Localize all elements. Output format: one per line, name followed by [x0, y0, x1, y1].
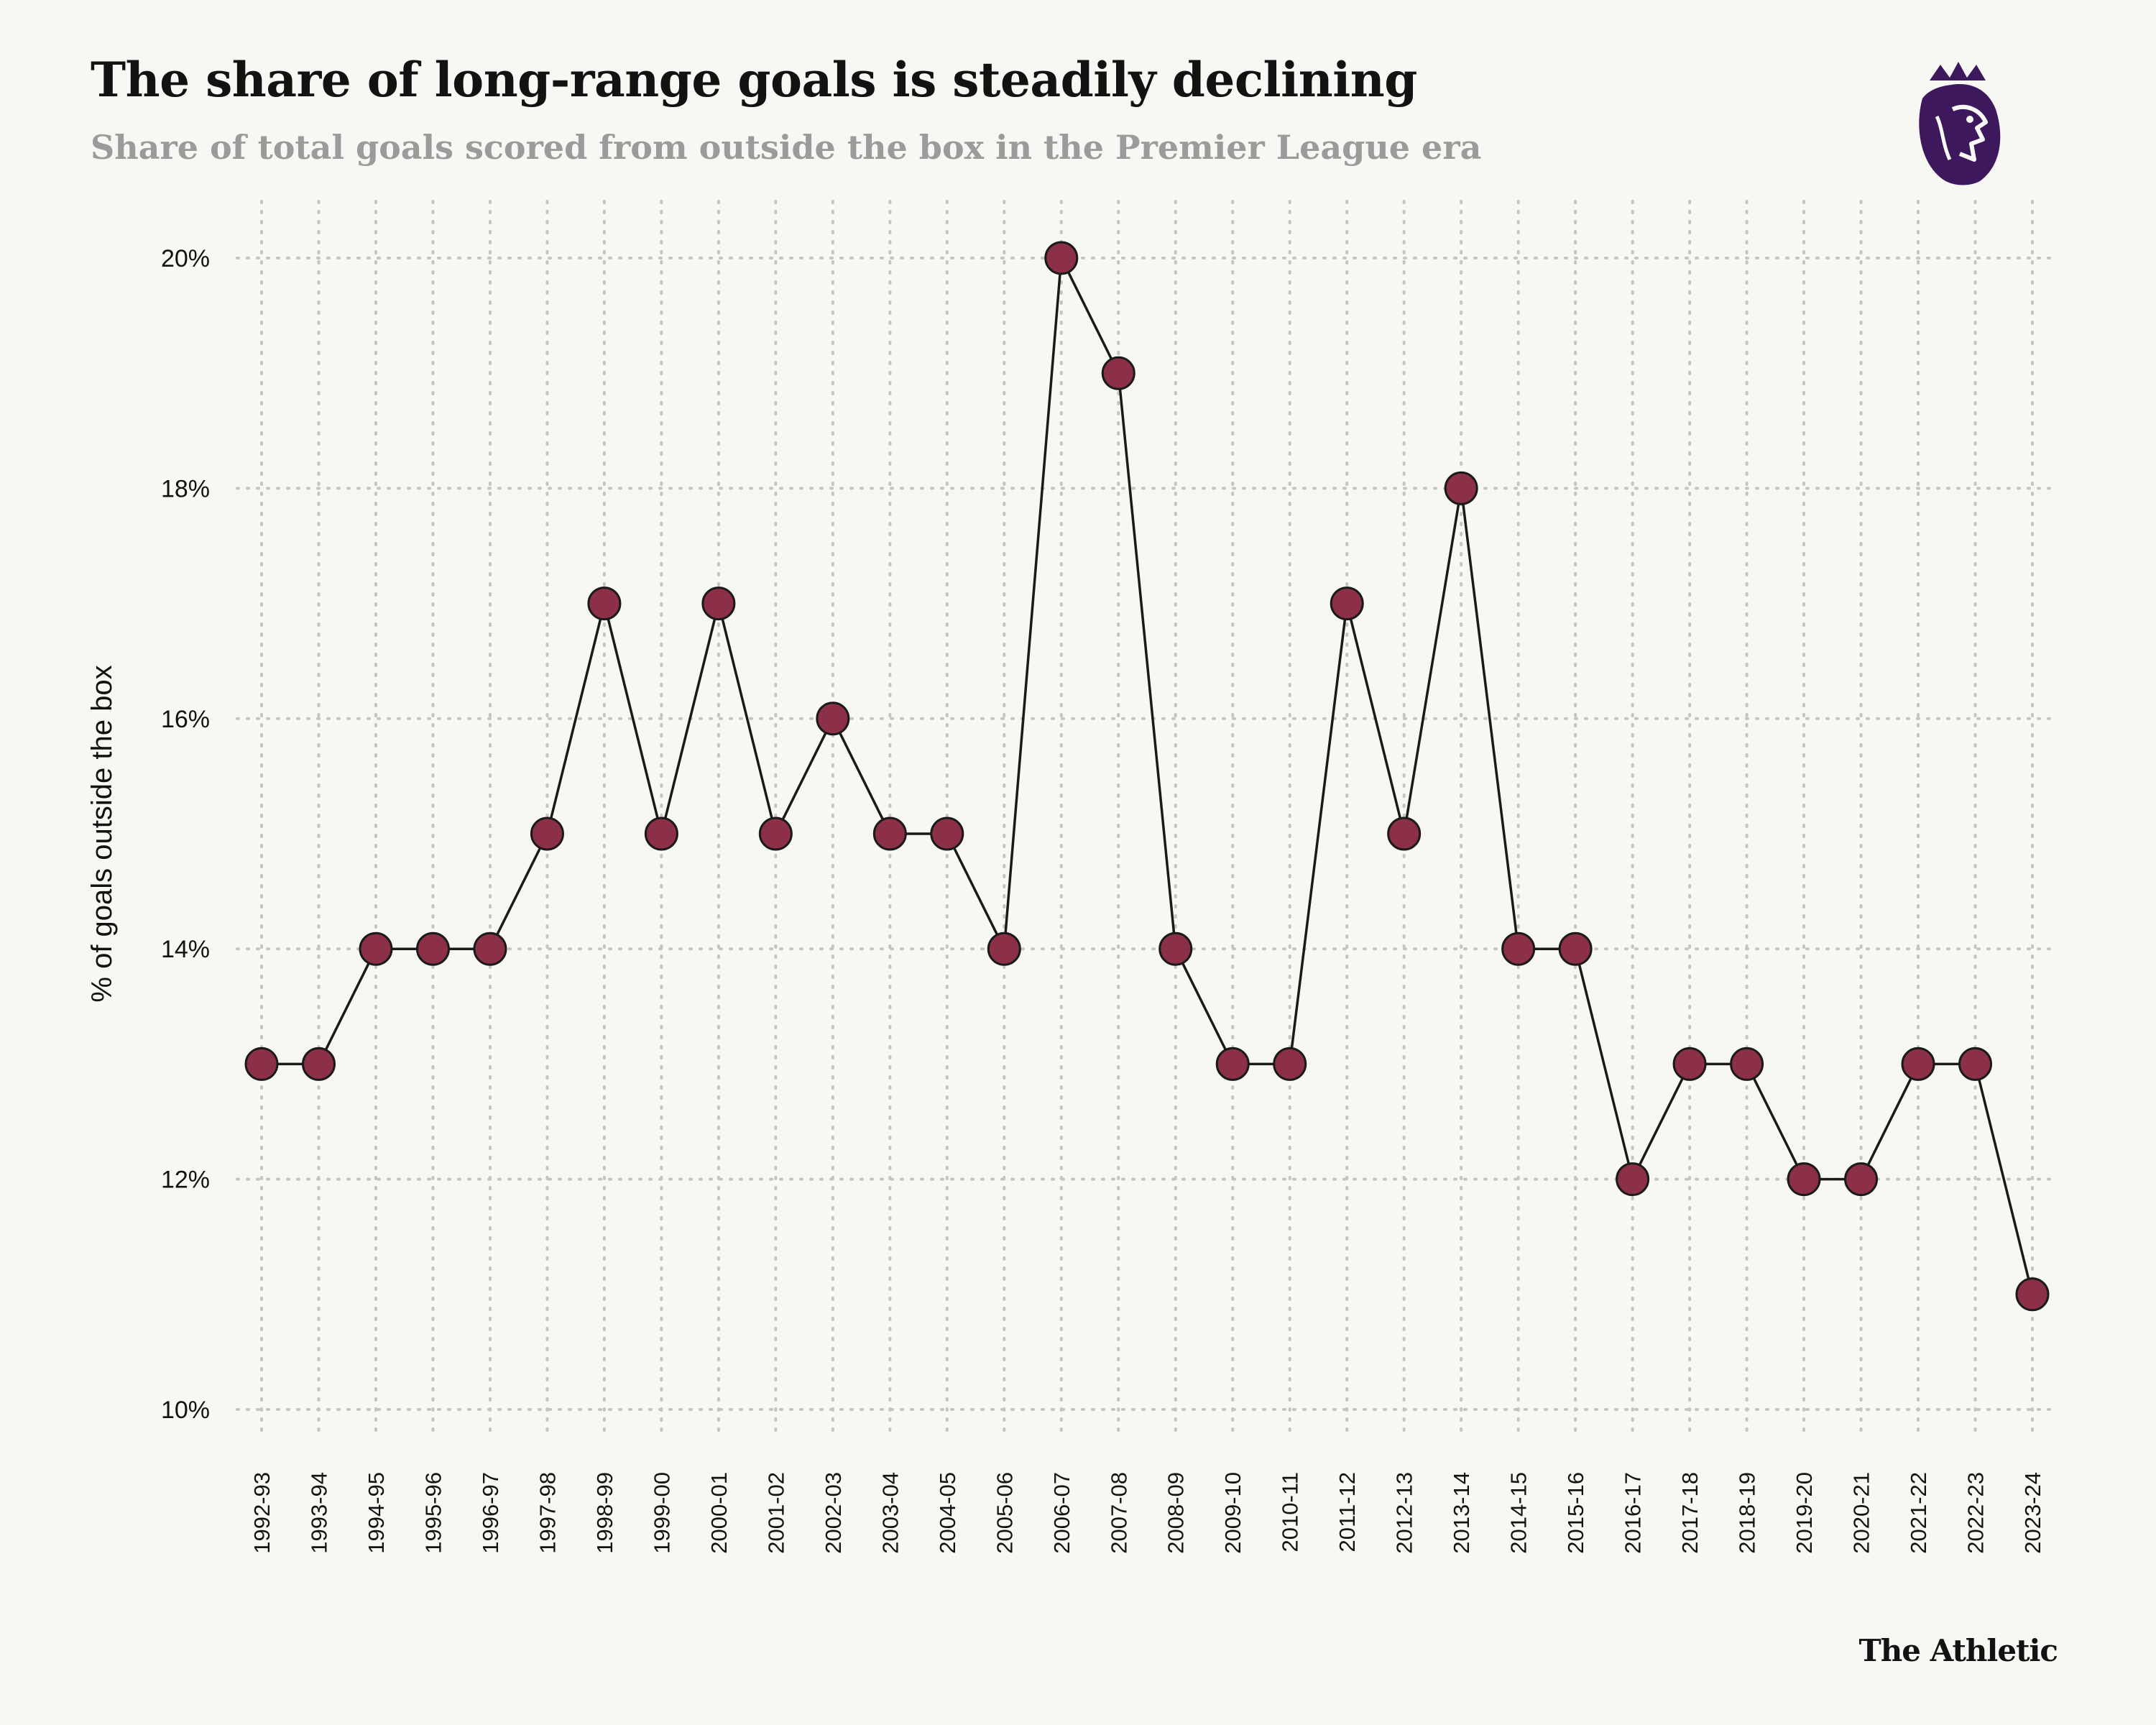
y-tick-label: 20%: [161, 245, 210, 272]
chart-title: The share of long-range goals is steadil…: [91, 52, 1417, 108]
x-tick-label: 1997-98: [535, 1472, 560, 1554]
x-tick-label: 2020-21: [1849, 1472, 1874, 1554]
data-point: [1672, 1046, 1707, 1081]
data-point: [1158, 932, 1193, 966]
x-tick-label: 2005-06: [992, 1472, 1017, 1554]
x-tick-label: 2006-07: [1049, 1472, 1074, 1554]
data-point: [816, 702, 850, 736]
data-point: [301, 1046, 336, 1081]
data-point: [587, 586, 622, 621]
chart-grid: [236, 200, 2057, 1439]
data-point: [2015, 1277, 2050, 1312]
x-tick-label: 2011-12: [1335, 1472, 1360, 1552]
data-point: [644, 816, 678, 851]
x-tick-label: 1994-95: [364, 1472, 389, 1554]
data-point: [1558, 932, 1593, 966]
data-point: [1787, 1162, 1821, 1197]
data-point: [1330, 586, 1364, 621]
data-point: [415, 932, 450, 966]
data-point: [473, 932, 507, 966]
x-tick-label: 2021-22: [1906, 1472, 1931, 1554]
data-point: [1273, 1046, 1307, 1081]
x-tick-label: 2008-09: [1164, 1472, 1189, 1554]
y-tick-label: 10%: [161, 1397, 210, 1424]
x-tick-label: 2017-18: [1677, 1472, 1703, 1554]
x-tick-label: 2019-20: [1792, 1472, 1817, 1554]
y-axis: 10% 12% 14% 16% 18% 20%: [161, 245, 210, 1424]
y-tick-label: 16%: [161, 706, 210, 733]
x-tick-label: 2023-24: [2020, 1472, 2045, 1554]
data-point: [1101, 356, 1135, 390]
data-point: [530, 816, 564, 851]
x-tick-label: 1992-93: [249, 1472, 275, 1554]
data-point: [758, 816, 793, 851]
data-point: [701, 586, 736, 621]
data-points: [244, 241, 2050, 1312]
data-point: [930, 816, 964, 851]
x-tick-label: 1996-97: [478, 1472, 503, 1554]
data-point: [1444, 471, 1478, 505]
x-tick-label: 2007-08: [1106, 1472, 1131, 1554]
x-tick-label: 2014-15: [1506, 1472, 1531, 1554]
x-tick-label: 2016-17: [1621, 1472, 1646, 1554]
data-point: [359, 932, 393, 966]
data-point: [1387, 816, 1422, 851]
x-axis: 1992-93 1993-94 1994-95 1995-96 1996-97 1997-…: [249, 1472, 2045, 1554]
x-tick-label: 2010-11: [1278, 1472, 1303, 1552]
x-tick-label: 2018-19: [1735, 1472, 1760, 1554]
y-axis-label: % of goals outside the box: [86, 665, 118, 1002]
x-tick-label: 2002-03: [821, 1472, 846, 1554]
x-tick-label: 1998-99: [592, 1472, 617, 1554]
x-tick-label: 2003-04: [877, 1472, 903, 1554]
data-point: [1901, 1046, 1935, 1081]
brand-name: The Athletic: [1858, 1633, 2058, 1668]
data-point: [244, 1046, 279, 1081]
data-point: [987, 932, 1021, 966]
x-tick-label: 1995-96: [420, 1472, 446, 1554]
data-point: [1844, 1162, 1879, 1197]
data-point: [1616, 1162, 1650, 1197]
y-tick-label: 14%: [161, 936, 210, 963]
series-line: [262, 257, 2034, 1295]
x-tick-label: 2013-14: [1449, 1472, 1474, 1554]
x-tick-label: 2009-10: [1220, 1472, 1245, 1554]
data-point: [1501, 932, 1536, 966]
data-point: [1958, 1046, 1993, 1081]
chart-subtitle: Share of total goals scored from outside…: [91, 128, 1482, 167]
x-tick-label: 2001-02: [763, 1472, 788, 1554]
data-point: [1044, 241, 1079, 275]
data-point: [1730, 1046, 1764, 1081]
x-tick-label: 1999-00: [649, 1472, 674, 1554]
y-tick-label: 18%: [161, 475, 210, 502]
premier-league-lion-icon: [1919, 62, 2001, 185]
x-tick-label: 2004-05: [935, 1472, 960, 1554]
y-tick-label: 12%: [161, 1167, 210, 1194]
x-tick-label: 1993-94: [306, 1472, 331, 1554]
data-point: [872, 816, 907, 851]
x-tick-label: 2000-01: [706, 1472, 732, 1554]
x-tick-label: 2022-23: [1963, 1472, 1989, 1554]
x-tick-label: 2012-13: [1392, 1472, 1417, 1554]
x-tick-label: 2015-16: [1563, 1472, 1588, 1554]
data-point: [1215, 1046, 1250, 1081]
